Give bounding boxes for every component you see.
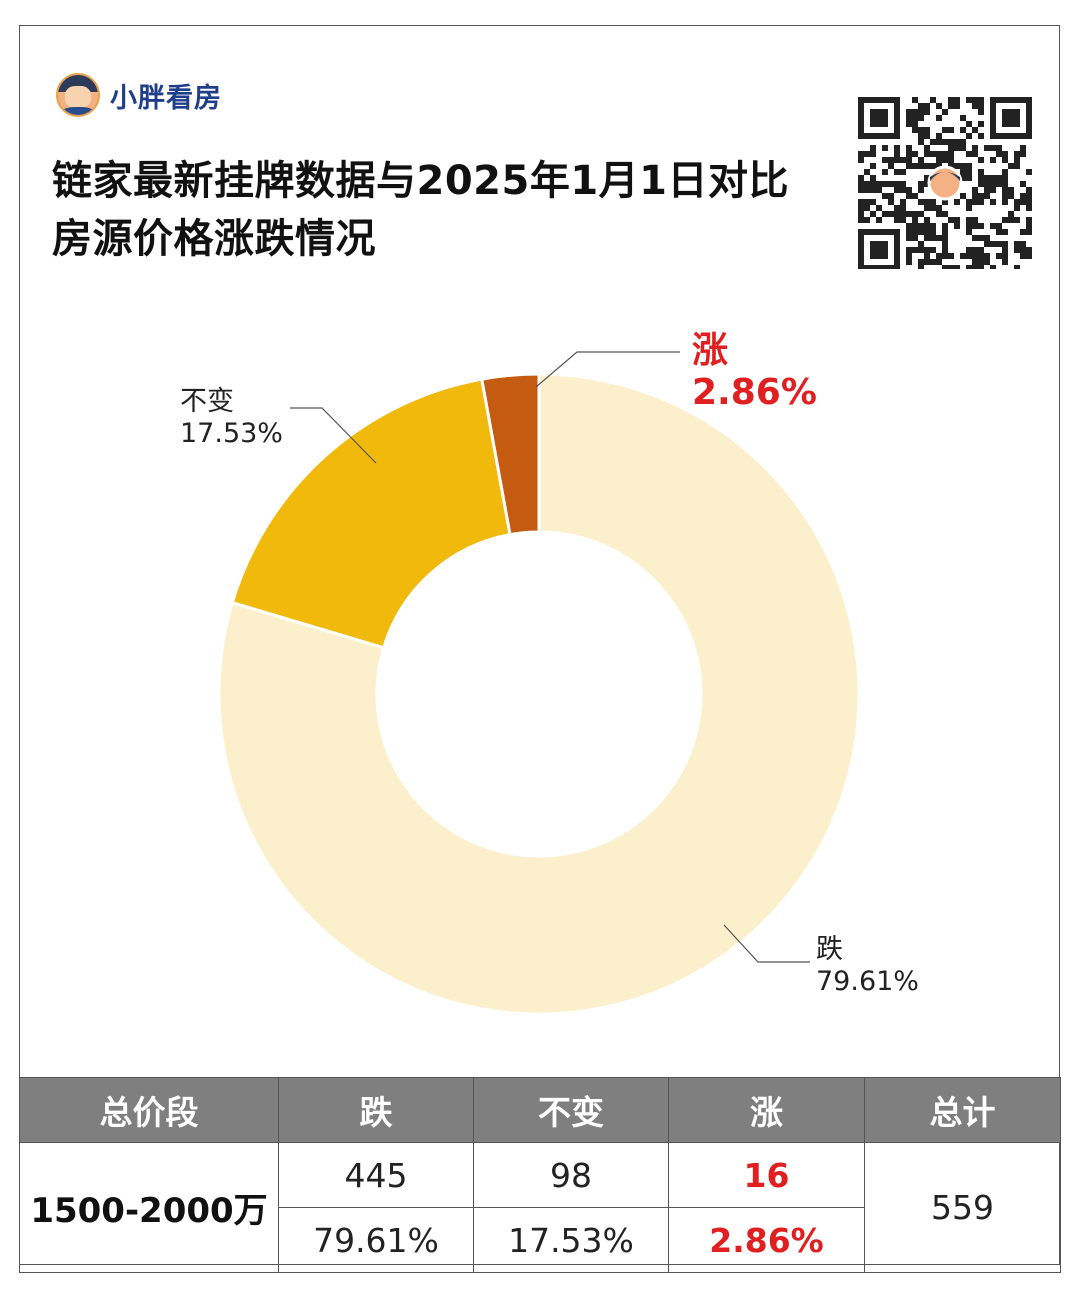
page-title: 链家最新挂牌数据与2025年1月1日对比 房源价格涨跌情况 [52, 152, 789, 268]
slice-down [217, 372, 861, 1016]
cell-flat-percent: 17.53% [473, 1207, 669, 1273]
cell-up-percent: 2.86% [668, 1207, 865, 1273]
header-range: 总价段 [19, 1077, 279, 1143]
header-flat: 不变 [473, 1077, 669, 1143]
table-row: 1500-2000万 445 98 16 559 [19, 1142, 1061, 1273]
label-flat-value: 17.53% [180, 418, 283, 449]
cell-range: 1500-2000万 [19, 1142, 279, 1273]
cell-down-percent: 79.61% [278, 1207, 474, 1273]
slice-up [480, 372, 541, 537]
table-header-row: 总价段 跌 不变 涨 总计 [19, 1077, 1061, 1143]
stats-table: 总价段 跌 不变 涨 总计 1500-2000万 445 98 16 559 7… [19, 1077, 1061, 1273]
cell-up-count: 16 [668, 1142, 865, 1208]
title-line-2: 房源价格涨跌情况 [52, 216, 376, 262]
cell-total: 559 [864, 1142, 1061, 1273]
label-up-value: 2.86% [692, 372, 817, 413]
label-flat-name: 不变 [180, 386, 234, 417]
header-total: 总计 [864, 1077, 1061, 1143]
table-row: 79.61% 17.53% 2.86% [20, 1207, 1061, 1273]
cell-down-count: 445 [278, 1142, 474, 1208]
cell-flat-count: 98 [473, 1142, 669, 1208]
brand: 小胖看房 [56, 72, 222, 118]
avatar [56, 73, 100, 117]
header-down: 跌 [278, 1077, 474, 1143]
leader-line-up [535, 351, 680, 388]
label-up-name: 涨 [692, 330, 728, 371]
label-down-name: 跌 [816, 934, 843, 965]
qr-code-icon [858, 97, 1032, 269]
leader-line-down [723, 924, 810, 963]
donut-chart: 涨 2.86% 不变 17.53% 跌 79.61% [180, 330, 919, 1016]
leader-line-flat [290, 407, 377, 464]
slice-flat [230, 377, 512, 650]
label-down-value: 79.61% [816, 966, 919, 997]
title-line-1: 链家最新挂牌数据与2025年1月1日对比 [52, 158, 789, 204]
header-up: 涨 [668, 1077, 865, 1143]
brand-name: 小胖看房 [110, 82, 222, 114]
